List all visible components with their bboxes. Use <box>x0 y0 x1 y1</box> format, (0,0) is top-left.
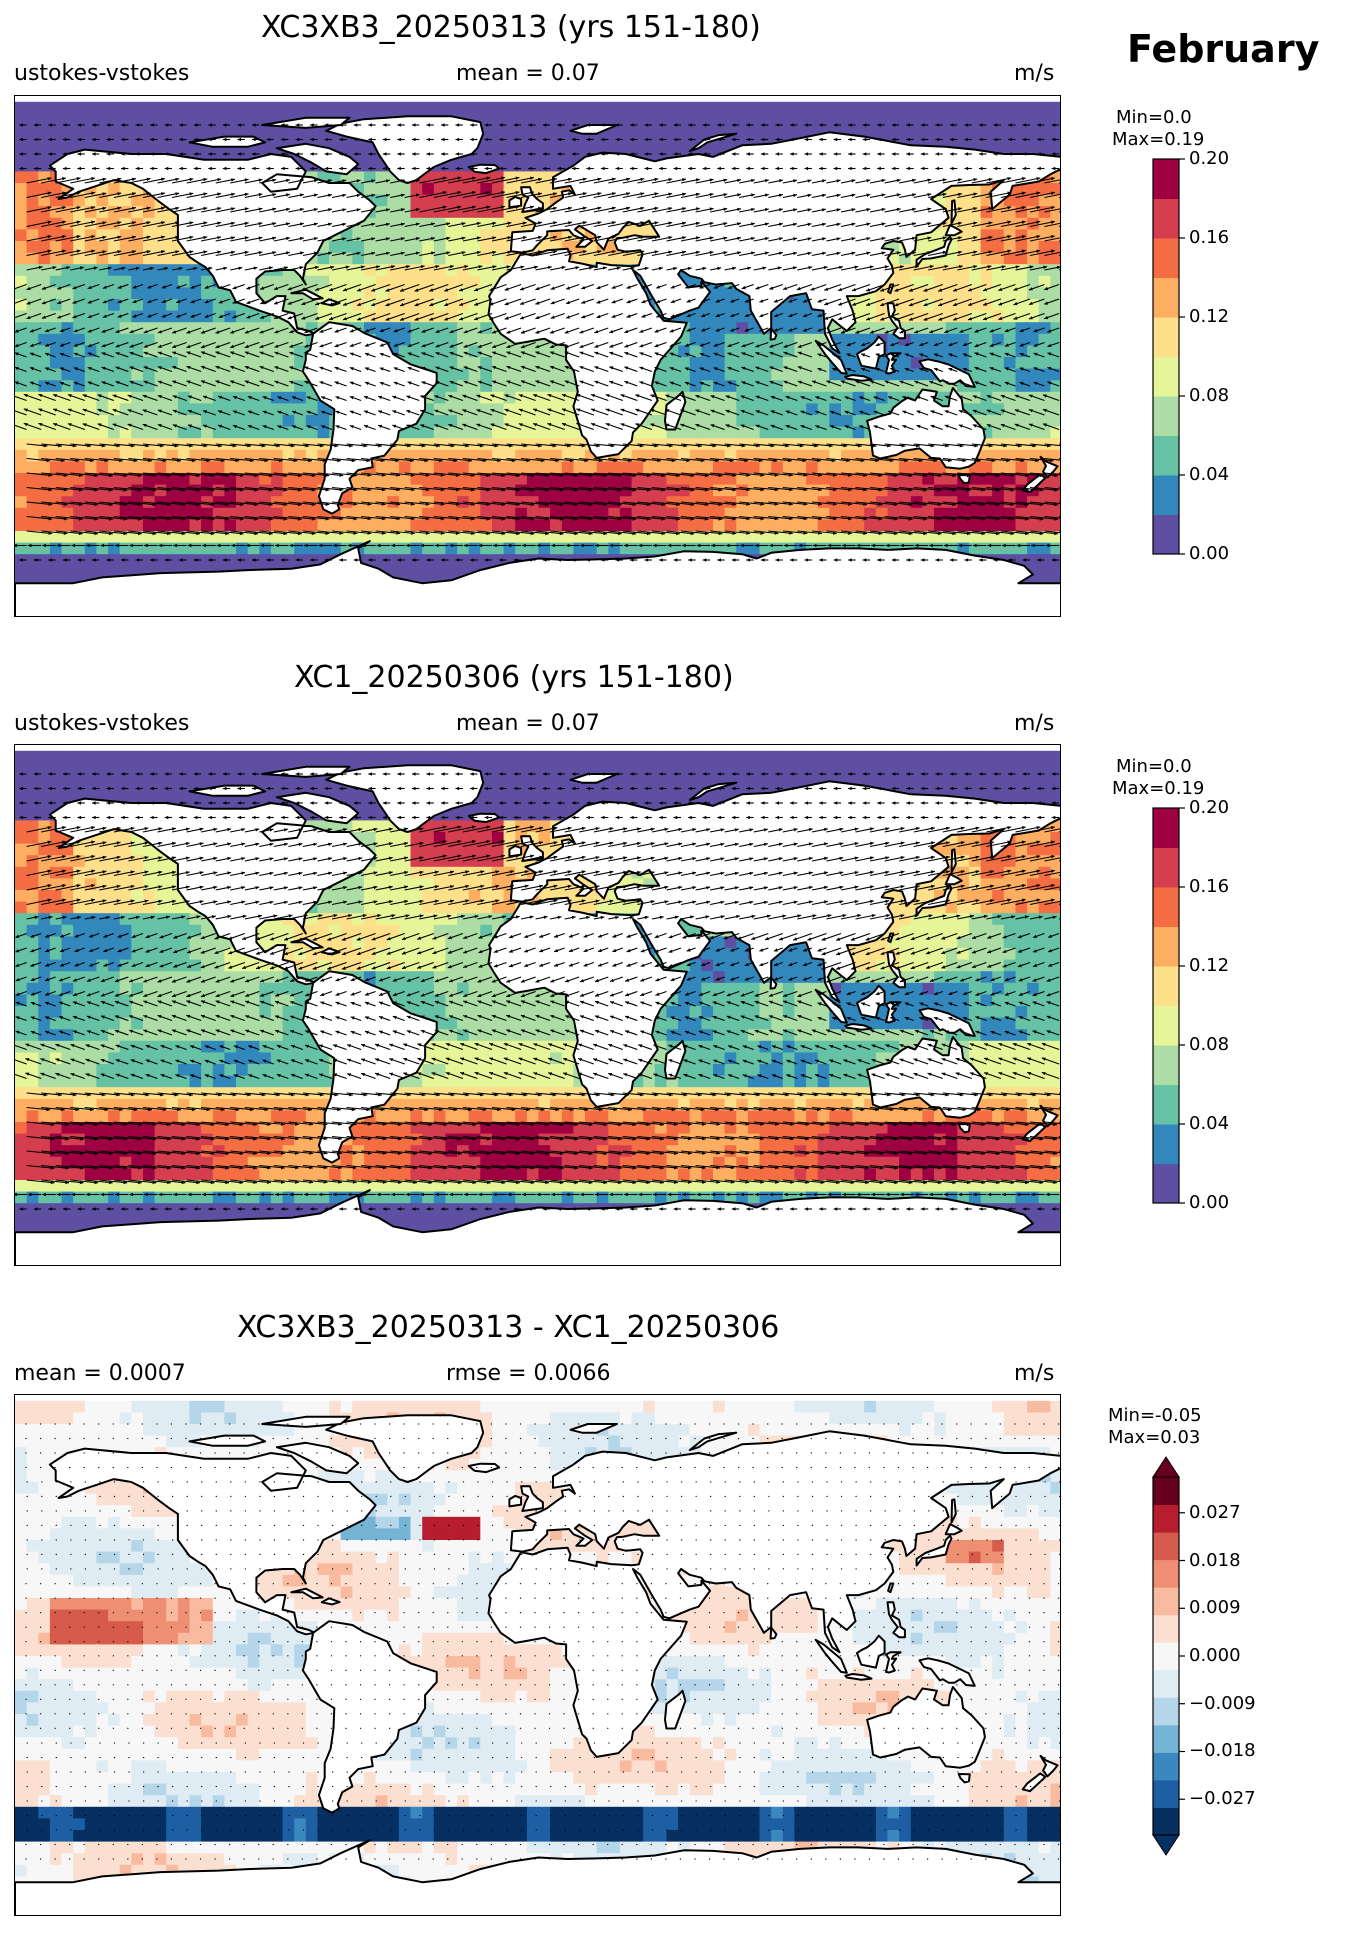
land-masses <box>15 1414 1060 1915</box>
panel-3-map <box>14 1394 1061 1916</box>
colorbar-tick-label: 0.12 <box>1189 957 1229 975</box>
panel-3-colorbar: −0.027 −0.018 −0.009 0.000 0.009 0.018 0.027 <box>1152 1456 1333 1856</box>
panel-3-units-label: m/s <box>1014 1363 1054 1385</box>
stokes-vectors <box>15 123 1060 562</box>
colorbar-tick-label: 0.16 <box>1189 229 1229 247</box>
panel-1-min-label: Min=0.0 <box>1116 107 1192 129</box>
panel-1-max-label: Max=0.19 <box>1112 129 1204 151</box>
panel-2-mean-label: mean = 0.07 <box>456 713 600 735</box>
colorbar-tick-label: 0.018 <box>1189 1551 1241 1570</box>
colorbar-tick-label: 0.04 <box>1189 466 1229 484</box>
colorbar-tick-label: 0.12 <box>1189 308 1229 326</box>
colorbar-tick-label: 0.027 <box>1189 1503 1241 1522</box>
panel-2-max-label: Max=0.19 <box>1112 778 1204 800</box>
panel-1-mean-label: mean = 0.07 <box>456 63 600 85</box>
panel-1-variable-label: ustokes-vstokes <box>14 63 189 85</box>
colorbar-tick-label: 0.04 <box>1189 1115 1229 1133</box>
colorbar-tick-label: 0.20 <box>1189 150 1229 168</box>
panel-3-max-label: Max=0.03 <box>1108 1427 1200 1449</box>
panel-3-min-label: Min=-0.05 <box>1108 1405 1202 1427</box>
colorbar-tick-label: −0.018 <box>1189 1742 1256 1760</box>
colorbar-tick-label: 0.20 <box>1189 799 1229 817</box>
panel-3-rmse-label: rmse = 0.0066 <box>446 1363 610 1385</box>
panel-2-colorbar: 0.00 0.04 0.08 0.12 0.16 0.20 <box>1152 799 1333 1212</box>
month-label: February <box>1127 30 1319 68</box>
panel-1-units-label: m/s <box>1014 63 1054 85</box>
panel-2-min-label: Min=0.0 <box>1116 756 1192 778</box>
panel-1-map <box>14 95 1061 617</box>
panel-1-colorbar: 0.00 0.04 0.08 0.12 0.16 0.20 <box>1152 150 1333 563</box>
panel-3-mean-label: mean = 0.0007 <box>14 1363 186 1385</box>
stokes-vectors <box>25 1423 1060 1860</box>
panel-2-variable-label: ustokes-vstokes <box>14 713 189 735</box>
colorbar-tick-label: 0.000 <box>1189 1647 1241 1665</box>
panel-2-map <box>14 744 1061 1266</box>
colorbar-tick-label: −0.027 <box>1189 1790 1256 1808</box>
stokes-vectors <box>15 772 1060 1211</box>
colorbar-tick-label: 0.009 <box>1189 1599 1241 1617</box>
panel-1-title: XC3XB3_20250313 (yrs 151-180) <box>261 13 761 43</box>
colorbar-tick-label: 0.00 <box>1189 1194 1229 1212</box>
colorbar-tick-label: 0.16 <box>1189 878 1229 896</box>
colorbar-tick-label: 0.08 <box>1189 1036 1229 1054</box>
colorbar-tick-label: −0.009 <box>1189 1694 1256 1713</box>
panel-2-title: XC1_20250306 (yrs 151-180) <box>294 663 734 693</box>
panel-2-units-label: m/s <box>1014 713 1054 735</box>
panel-3-title: XC3XB3_20250313 - XC1_20250306 <box>237 1313 779 1343</box>
colorbar-tick-label: 0.00 <box>1189 545 1229 563</box>
colorbar-tick-label: 0.08 <box>1189 387 1229 405</box>
